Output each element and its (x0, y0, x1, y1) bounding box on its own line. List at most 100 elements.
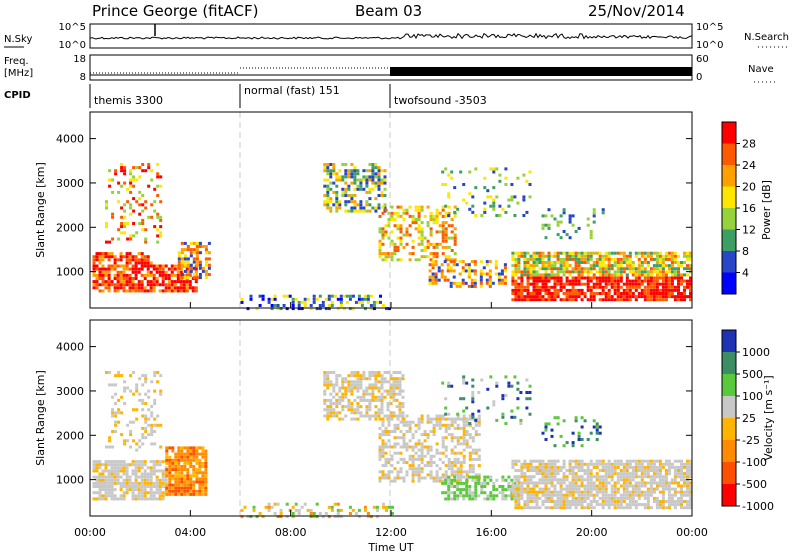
velocity-cell (384, 445, 388, 449)
velocity-cell (526, 475, 530, 479)
power-cell (680, 279, 683, 283)
power-cell (176, 273, 180, 277)
power-cell (186, 248, 190, 252)
velocity-cell (580, 478, 584, 482)
power-cell (434, 278, 438, 282)
power-cell (92, 280, 96, 284)
velocity-cell (398, 377, 402, 381)
velocity-cell (323, 408, 327, 412)
power-cell (134, 258, 138, 262)
power-cell (177, 263, 181, 267)
velocity-cell (261, 515, 265, 519)
velocity-cell (189, 477, 193, 481)
power-cell (601, 254, 605, 258)
velocity-cell (637, 490, 641, 494)
velocity-cell (523, 503, 527, 507)
velocity-cell (598, 478, 602, 482)
velocity-cell (471, 451, 475, 455)
velocity-cell (517, 469, 521, 472)
power-cell (453, 186, 457, 190)
velocity-cell (532, 506, 536, 510)
power-cell (634, 282, 638, 286)
power-cell (514, 298, 518, 302)
power-cell (577, 279, 581, 283)
power-cell (610, 285, 614, 289)
velocity-cell (374, 405, 378, 409)
power-cell (616, 292, 620, 295)
velocity-cell (165, 483, 169, 487)
power-cell (538, 298, 542, 302)
velocity-cell (405, 473, 409, 477)
power-cell (562, 292, 566, 295)
power-cell (360, 297, 364, 301)
power-cell (335, 190, 339, 194)
velocity-cell (387, 417, 391, 421)
power-cell (649, 288, 653, 292)
velocity-cell (390, 479, 394, 483)
velocity-cell (532, 469, 536, 472)
velocity-cell (159, 423, 163, 427)
velocity-cell (562, 459, 566, 463)
power-cell (658, 261, 662, 264)
velocity-cell (667, 459, 671, 463)
power-cell (535, 279, 539, 283)
velocity-cell (489, 475, 493, 479)
velocity-cell (249, 515, 253, 519)
velocity-cell (186, 486, 190, 490)
power-cell (574, 276, 578, 280)
power-cell (155, 270, 159, 274)
velocity-cell (350, 392, 354, 396)
power-cell (583, 276, 587, 280)
velocity-cell (550, 481, 554, 485)
velocity-cell (387, 470, 391, 474)
power-cell (670, 254, 674, 258)
power-cell (147, 184, 151, 188)
velocity-cell (201, 452, 205, 456)
power-cell (146, 264, 150, 268)
velocity-cell (523, 506, 527, 510)
power-cell (368, 197, 372, 201)
power-cell (356, 169, 360, 173)
power-cell (384, 230, 388, 234)
velocity-cell (667, 500, 671, 503)
power-cell (390, 239, 394, 243)
power-cell (658, 264, 662, 268)
velocity-cell (589, 506, 593, 510)
velocity-cell (356, 402, 360, 405)
power-cell (616, 264, 620, 268)
velocity-cell (384, 442, 388, 446)
power-cell (432, 242, 436, 246)
power-cell (532, 279, 536, 283)
velocity-cell (183, 461, 187, 465)
colorbar-tick-label: 25 (742, 412, 756, 425)
velocity-cell (468, 457, 472, 461)
power-cell (616, 273, 620, 277)
velocity-cell (652, 500, 656, 503)
power-cell (120, 163, 124, 166)
velocity-cell (447, 384, 451, 388)
power-cell (156, 234, 160, 238)
velocity-cell (604, 472, 608, 476)
velocity-cell (201, 489, 205, 493)
velocity-cell (664, 469, 668, 472)
velocity-cell (517, 484, 521, 488)
velocity-cell (565, 490, 569, 494)
power-cell (119, 286, 123, 290)
velocity-cell (368, 374, 372, 378)
velocity-cell (562, 472, 566, 476)
power-cell (332, 172, 336, 176)
velocity-cell (468, 494, 472, 498)
power-cell (135, 200, 139, 204)
power-cell (683, 295, 686, 299)
velocity-cell (459, 481, 463, 485)
power-cell (399, 230, 403, 234)
velocity-cell (168, 486, 172, 490)
velocity-cell (652, 469, 656, 472)
power-cell (327, 304, 331, 307)
power-cell (180, 241, 184, 245)
velocity-cell (387, 439, 391, 443)
velocity-cell (637, 475, 641, 479)
velocity-cell (447, 478, 451, 482)
velocity-cell (408, 423, 412, 427)
power-cell (129, 172, 133, 176)
